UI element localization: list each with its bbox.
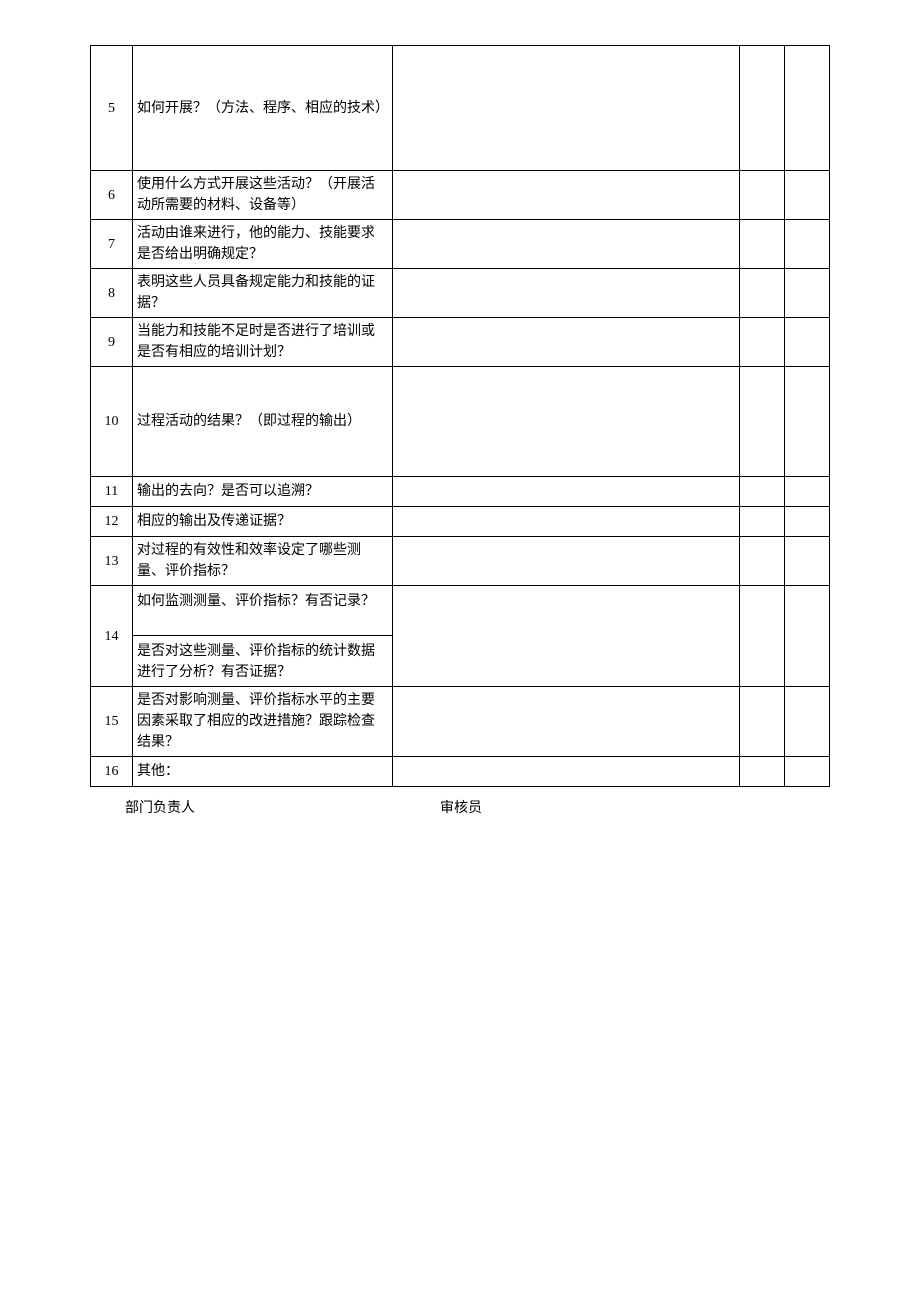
table-row: 5 如何开展？（方法、程序、相应的技术） xyxy=(91,46,830,171)
table-row: 15 是否对影响测量、评价指标水平的主要因素采取了相应的改进措施？跟踪检查结果？ xyxy=(91,687,830,757)
answer-cell xyxy=(393,220,740,269)
check-cell-1 xyxy=(740,46,785,171)
row-number: 10 xyxy=(91,367,133,477)
check-cell-2 xyxy=(785,537,830,586)
check-cell-2 xyxy=(785,477,830,507)
check-cell-1 xyxy=(740,586,785,687)
table-row: 10 过程活动的结果？（即过程的输出） xyxy=(91,367,830,477)
question-cell: 过程活动的结果？（即过程的输出） xyxy=(133,367,393,477)
row-number: 11 xyxy=(91,477,133,507)
check-cell-1 xyxy=(740,507,785,537)
check-cell-2 xyxy=(785,586,830,687)
check-cell-2 xyxy=(785,220,830,269)
check-cell-1 xyxy=(740,269,785,318)
row-number: 5 xyxy=(91,46,133,171)
check-cell-1 xyxy=(740,171,785,220)
answer-cell xyxy=(393,507,740,537)
question-cell: 如何监测测量、评价指标？有否记录？ xyxy=(133,586,393,636)
row-number: 15 xyxy=(91,687,133,757)
row-number: 13 xyxy=(91,537,133,586)
question-cell: 是否对影响测量、评价指标水平的主要因素采取了相应的改进措施？跟踪检查结果？ xyxy=(133,687,393,757)
check-cell-1 xyxy=(740,367,785,477)
check-cell-1 xyxy=(740,318,785,367)
table-row: 16 其他： xyxy=(91,757,830,787)
answer-cell xyxy=(393,757,740,787)
table-row: 11 输出的去向？是否可以追溯？ xyxy=(91,477,830,507)
row-number: 14 xyxy=(91,586,133,687)
row-number: 7 xyxy=(91,220,133,269)
check-cell-2 xyxy=(785,757,830,787)
question-cell: 如何开展？（方法、程序、相应的技术） xyxy=(133,46,393,171)
check-cell-2 xyxy=(785,171,830,220)
dept-head-label: 部门负责人 xyxy=(125,797,195,817)
check-cell-1 xyxy=(740,687,785,757)
row-number: 9 xyxy=(91,318,133,367)
question-cell: 其他： xyxy=(133,757,393,787)
question-cell: 是否对这些测量、评价指标的统计数据进行了分析？有否证据？ xyxy=(133,636,393,687)
signature-footer: 部门负责人 审核员 xyxy=(90,797,830,817)
answer-cell xyxy=(393,171,740,220)
table-row: 6 使用什么方式开展这些活动？（开展活动所需要的材料、设备等） xyxy=(91,171,830,220)
check-cell-1 xyxy=(740,220,785,269)
answer-cell xyxy=(393,586,740,687)
row-number: 16 xyxy=(91,757,133,787)
question-cell: 对过程的有效性和效率设定了哪些测量、评价指标？ xyxy=(133,537,393,586)
check-cell-1 xyxy=(740,537,785,586)
answer-cell xyxy=(393,46,740,171)
check-cell-2 xyxy=(785,507,830,537)
table-body: 5 如何开展？（方法、程序、相应的技术） 6 使用什么方式开展这些活动？（开展活… xyxy=(91,46,830,787)
check-cell-2 xyxy=(785,46,830,171)
answer-cell xyxy=(393,537,740,586)
table-row: 8 表明这些人员具备规定能力和技能的证据？ xyxy=(91,269,830,318)
row-number: 8 xyxy=(91,269,133,318)
check-cell-2 xyxy=(785,367,830,477)
check-cell-2 xyxy=(785,318,830,367)
question-cell: 相应的输出及传递证据？ xyxy=(133,507,393,537)
check-cell-1 xyxy=(740,477,785,507)
row-number: 6 xyxy=(91,171,133,220)
question-cell: 输出的去向？是否可以追溯？ xyxy=(133,477,393,507)
row-number: 12 xyxy=(91,507,133,537)
answer-cell xyxy=(393,477,740,507)
question-cell: 表明这些人员具备规定能力和技能的证据？ xyxy=(133,269,393,318)
audit-checklist-table: 5 如何开展？（方法、程序、相应的技术） 6 使用什么方式开展这些活动？（开展活… xyxy=(90,45,830,787)
check-cell-2 xyxy=(785,269,830,318)
question-cell: 当能力和技能不足时是否进行了培训或是否有相应的培训计划？ xyxy=(133,318,393,367)
table-row: 14 如何监测测量、评价指标？有否记录？ xyxy=(91,586,830,636)
answer-cell xyxy=(393,687,740,757)
answer-cell xyxy=(393,367,740,477)
table-row: 9 当能力和技能不足时是否进行了培训或是否有相应的培训计划？ xyxy=(91,318,830,367)
answer-cell xyxy=(393,269,740,318)
answer-cell xyxy=(393,318,740,367)
question-cell: 使用什么方式开展这些活动？（开展活动所需要的材料、设备等） xyxy=(133,171,393,220)
table-row: 7 活动由谁来进行，他的能力、技能要求是否给出明确规定？ xyxy=(91,220,830,269)
table-row: 13 对过程的有效性和效率设定了哪些测量、评价指标？ xyxy=(91,537,830,586)
question-cell: 活动由谁来进行，他的能力、技能要求是否给出明确规定？ xyxy=(133,220,393,269)
check-cell-1 xyxy=(740,757,785,787)
auditor-label: 审核员 xyxy=(440,797,482,817)
table-row: 12 相应的输出及传递证据？ xyxy=(91,507,830,537)
check-cell-2 xyxy=(785,687,830,757)
